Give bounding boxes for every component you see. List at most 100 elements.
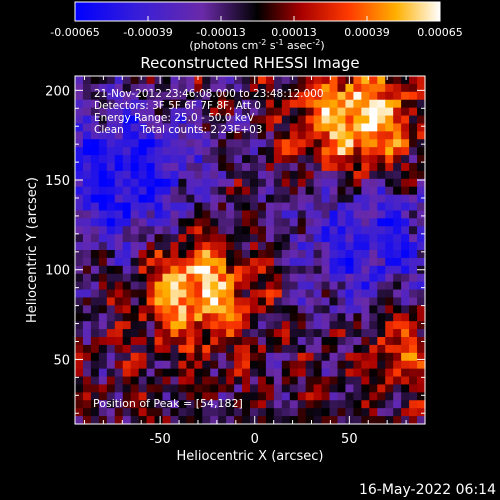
heatmap-cell	[305, 289, 315, 299]
y-tick-label: 150	[45, 174, 70, 189]
heatmap-cell	[257, 234, 267, 243]
heatmap-cell	[273, 218, 283, 227]
heatmap-cell	[369, 337, 378, 346]
heatmap-cell	[82, 186, 92, 196]
heatmap-cell	[122, 289, 132, 299]
heatmap-cell	[345, 281, 354, 291]
heatmap-cell	[353, 155, 362, 164]
heatmap-cell	[178, 305, 187, 314]
heatmap-cell	[353, 186, 362, 196]
heatmap-cell	[369, 178, 378, 188]
heatmap-cell	[257, 131, 267, 140]
heatmap-cell	[250, 265, 259, 275]
heatmap-cell	[202, 281, 211, 291]
heatmap-cell	[385, 329, 394, 338]
heatmap-cell	[162, 91, 172, 101]
heatmap-cell	[75, 352, 84, 362]
heatmap-cell	[250, 107, 259, 117]
heatmap-cell	[329, 178, 339, 188]
heatmap-cell	[186, 194, 195, 204]
heatmap-cell	[250, 115, 259, 125]
heatmap-cell	[98, 202, 108, 212]
heatmap-cell	[289, 234, 299, 243]
heatmap-cell	[106, 83, 116, 93]
heatmap-cell	[162, 226, 172, 235]
heatmap-cell	[75, 139, 84, 148]
heatmap-cell	[218, 218, 227, 227]
heatmap-cell	[417, 83, 426, 93]
heatmap-cell	[154, 281, 164, 291]
heatmap-cell	[202, 131, 211, 140]
heatmap-cell	[417, 115, 426, 125]
heatmap-cell	[242, 202, 251, 212]
heatmap-cell	[321, 368, 331, 378]
heatmap-cell	[250, 273, 259, 283]
heatmap-cell	[202, 186, 211, 196]
heatmap-cell	[75, 313, 84, 322]
heatmap-cell	[273, 329, 283, 338]
heatmap-cell	[194, 194, 203, 204]
heatmap-cell	[218, 281, 227, 291]
heatmap-cell	[130, 416, 140, 425]
heatmap-cell	[313, 400, 323, 409]
heatmap-cell	[75, 107, 84, 117]
heatmap-cell	[154, 257, 164, 267]
heatmap-cell	[242, 400, 251, 409]
heatmap-cell	[186, 76, 195, 85]
heatmap-cell	[242, 392, 251, 401]
heatmap-cell	[114, 139, 124, 148]
heatmap-cell	[377, 147, 386, 156]
heatmap-cell	[409, 139, 418, 148]
heatmap-cell	[385, 297, 394, 306]
heatmap-cell	[154, 408, 164, 417]
heatmap-cell	[90, 226, 100, 235]
heatmap-cell	[186, 297, 195, 306]
heatmap-cell	[385, 170, 394, 180]
heatmap-cell	[313, 376, 323, 386]
heatmap-cell	[393, 234, 402, 243]
heatmap-cell	[385, 131, 394, 140]
heatmap-cell	[226, 400, 235, 409]
heatmap-cell	[210, 218, 219, 227]
heatmap-cell	[162, 83, 172, 93]
heatmap-cell	[122, 107, 132, 117]
heatmap-cell	[377, 202, 386, 212]
heatmap-cell	[361, 107, 370, 117]
heatmap-cell	[281, 289, 291, 299]
heatmap-cell	[202, 155, 211, 164]
heatmap-cell	[242, 329, 251, 338]
heatmap-cell	[178, 321, 187, 330]
heatmap-cell	[114, 242, 124, 251]
heatmap-cell	[369, 76, 378, 85]
heatmap-cell	[265, 155, 275, 164]
heatmap-cell	[90, 139, 100, 148]
heatmap-cell	[234, 416, 243, 425]
heatmap-cell	[265, 210, 275, 219]
heatmap-cell	[138, 210, 148, 219]
heatmap-cell	[353, 250, 362, 259]
heatmap-cell	[265, 226, 275, 235]
heatmap-cell	[385, 115, 394, 125]
heatmap-cell	[257, 186, 267, 196]
heatmap-cell	[273, 281, 283, 291]
heatmap-cell	[297, 226, 307, 235]
heatmap-cell	[75, 368, 84, 378]
heatmap-cell	[82, 273, 92, 283]
heatmap-cell	[178, 289, 187, 299]
heatmap-cell	[250, 337, 259, 346]
heatmap-cell	[82, 163, 92, 172]
heatmap-cell	[409, 273, 418, 283]
heatmap-cell	[146, 384, 156, 393]
heatmap-cell	[138, 139, 148, 148]
heatmap-cell	[202, 313, 211, 322]
heatmap-cell	[154, 107, 164, 117]
heatmap-cell	[257, 83, 267, 93]
heatmap-cell	[90, 99, 100, 109]
heatmap-cell	[305, 218, 315, 227]
heatmap-cell	[409, 202, 418, 212]
heatmap-cell	[210, 76, 219, 85]
heatmap-cell	[361, 242, 370, 251]
heatmap-cell	[98, 99, 108, 109]
heatmap-cell	[234, 400, 243, 409]
